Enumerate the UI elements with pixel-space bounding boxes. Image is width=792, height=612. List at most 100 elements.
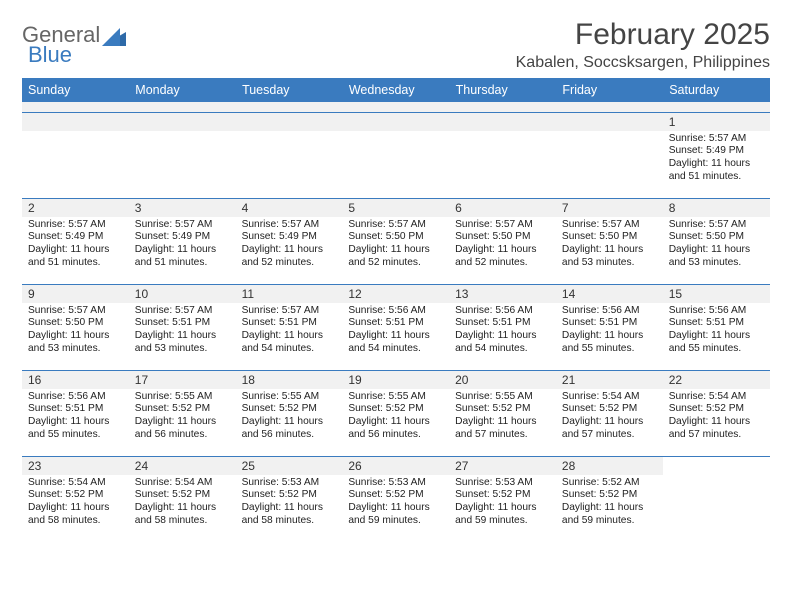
day-sunrise: Sunrise: 5:54 AM (669, 391, 764, 404)
day-details: Sunrise: 5:53 AMSunset: 5:52 PMDaylight:… (449, 475, 556, 532)
day-daylight1: Daylight: 11 hours (135, 330, 230, 343)
day-details: Sunrise: 5:55 AMSunset: 5:52 PMDaylight:… (449, 389, 556, 446)
calendar-cell: 15Sunrise: 5:56 AMSunset: 5:51 PMDayligh… (663, 284, 770, 370)
day-sunrise: Sunrise: 5:57 AM (135, 219, 230, 232)
day-sunrise: Sunrise: 5:56 AM (348, 305, 443, 318)
calendar-cell: 16Sunrise: 5:56 AMSunset: 5:51 PMDayligh… (22, 370, 129, 456)
day-daylight1: Daylight: 11 hours (348, 244, 443, 257)
day-daylight2: and 52 minutes. (242, 257, 337, 270)
empty-day (129, 113, 236, 131)
calendar-week: 1Sunrise: 5:57 AMSunset: 5:49 PMDaylight… (22, 112, 770, 198)
day-daylight1: Daylight: 11 hours (242, 330, 337, 343)
day-details: Sunrise: 5:53 AMSunset: 5:52 PMDaylight:… (236, 475, 343, 532)
calendar-cell: 21Sunrise: 5:54 AMSunset: 5:52 PMDayligh… (556, 370, 663, 456)
day-sunset: Sunset: 5:50 PM (455, 231, 550, 244)
day-sunset: Sunset: 5:50 PM (562, 231, 657, 244)
day-details: Sunrise: 5:57 AMSunset: 5:50 PMDaylight:… (663, 217, 770, 274)
day-details: Sunrise: 5:55 AMSunset: 5:52 PMDaylight:… (342, 389, 449, 446)
day-sunrise: Sunrise: 5:57 AM (669, 219, 764, 232)
day-number: 7 (556, 199, 663, 217)
day-daylight1: Daylight: 11 hours (348, 330, 443, 343)
day-sunrise: Sunrise: 5:53 AM (455, 477, 550, 490)
day-details: Sunrise: 5:56 AMSunset: 5:51 PMDaylight:… (22, 389, 129, 446)
calendar-cell: 4Sunrise: 5:57 AMSunset: 5:49 PMDaylight… (236, 198, 343, 284)
day-sunset: Sunset: 5:50 PM (669, 231, 764, 244)
day-daylight2: and 56 minutes. (242, 429, 337, 442)
location-subtitle: Kabalen, Soccsksargen, Philippines (516, 54, 770, 72)
day-daylight1: Daylight: 11 hours (562, 502, 657, 515)
day-number: 22 (663, 371, 770, 389)
day-sunrise: Sunrise: 5:57 AM (28, 219, 123, 232)
day-sunrise: Sunrise: 5:53 AM (348, 477, 443, 490)
day-sunrise: Sunrise: 5:53 AM (242, 477, 337, 490)
col-saturday: Saturday (663, 78, 770, 102)
day-number: 16 (22, 371, 129, 389)
col-sunday: Sunday (22, 78, 129, 102)
day-daylight1: Daylight: 11 hours (348, 502, 443, 515)
day-daylight1: Daylight: 11 hours (562, 244, 657, 257)
day-sunset: Sunset: 5:52 PM (669, 403, 764, 416)
day-sunrise: Sunrise: 5:56 AM (562, 305, 657, 318)
calendar-body: 1Sunrise: 5:57 AMSunset: 5:49 PMDaylight… (22, 102, 770, 542)
day-details: Sunrise: 5:56 AMSunset: 5:51 PMDaylight:… (663, 303, 770, 360)
day-sunrise: Sunrise: 5:54 AM (28, 477, 123, 490)
day-sunrise: Sunrise: 5:57 AM (669, 133, 764, 146)
day-sunset: Sunset: 5:52 PM (455, 403, 550, 416)
day-daylight1: Daylight: 11 hours (455, 244, 550, 257)
calendar-cell (663, 456, 770, 542)
day-sunrise: Sunrise: 5:57 AM (455, 219, 550, 232)
day-daylight2: and 58 minutes. (135, 515, 230, 528)
day-daylight1: Daylight: 11 hours (669, 158, 764, 171)
day-sunset: Sunset: 5:51 PM (348, 317, 443, 330)
day-sunset: Sunset: 5:49 PM (669, 145, 764, 158)
day-details: Sunrise: 5:57 AMSunset: 5:50 PMDaylight:… (342, 217, 449, 274)
day-daylight1: Daylight: 11 hours (242, 244, 337, 257)
day-sunset: Sunset: 5:51 PM (135, 317, 230, 330)
day-daylight2: and 53 minutes. (135, 343, 230, 356)
day-details: Sunrise: 5:53 AMSunset: 5:52 PMDaylight:… (342, 475, 449, 532)
day-sunrise: Sunrise: 5:57 AM (28, 305, 123, 318)
day-daylight1: Daylight: 11 hours (242, 502, 337, 515)
day-daylight1: Daylight: 11 hours (562, 330, 657, 343)
empty-day (342, 113, 449, 131)
day-sunset: Sunset: 5:49 PM (28, 231, 123, 244)
day-number: 9 (22, 285, 129, 303)
day-sunset: Sunset: 5:52 PM (28, 489, 123, 502)
day-daylight2: and 58 minutes. (242, 515, 337, 528)
day-details: Sunrise: 5:57 AMSunset: 5:49 PMDaylight:… (663, 131, 770, 188)
day-sunrise: Sunrise: 5:57 AM (135, 305, 230, 318)
day-sunset: Sunset: 5:52 PM (135, 489, 230, 502)
day-daylight2: and 51 minutes. (669, 171, 764, 184)
day-daylight2: and 54 minutes. (455, 343, 550, 356)
day-number: 10 (129, 285, 236, 303)
calendar-cell: 2Sunrise: 5:57 AMSunset: 5:49 PMDaylight… (22, 198, 129, 284)
day-details: Sunrise: 5:57 AMSunset: 5:49 PMDaylight:… (22, 217, 129, 274)
day-daylight2: and 51 minutes. (135, 257, 230, 270)
day-sunrise: Sunrise: 5:55 AM (455, 391, 550, 404)
title-block: February 2025 Kabalen, Soccsksargen, Phi… (516, 18, 770, 72)
calendar-week: 2Sunrise: 5:57 AMSunset: 5:49 PMDaylight… (22, 198, 770, 284)
calendar-cell: 24Sunrise: 5:54 AMSunset: 5:52 PMDayligh… (129, 456, 236, 542)
day-daylight2: and 52 minutes. (348, 257, 443, 270)
day-sunset: Sunset: 5:52 PM (242, 489, 337, 502)
day-sunrise: Sunrise: 5:55 AM (135, 391, 230, 404)
day-daylight2: and 53 minutes. (669, 257, 764, 270)
day-daylight1: Daylight: 11 hours (28, 330, 123, 343)
calendar-cell: 8Sunrise: 5:57 AMSunset: 5:50 PMDaylight… (663, 198, 770, 284)
day-daylight1: Daylight: 11 hours (28, 244, 123, 257)
day-details: Sunrise: 5:57 AMSunset: 5:50 PMDaylight:… (22, 303, 129, 360)
day-number: 14 (556, 285, 663, 303)
day-sunrise: Sunrise: 5:57 AM (242, 305, 337, 318)
calendar-cell: 19Sunrise: 5:55 AMSunset: 5:52 PMDayligh… (342, 370, 449, 456)
day-sunrise: Sunrise: 5:54 AM (135, 477, 230, 490)
day-number: 27 (449, 457, 556, 475)
day-daylight2: and 59 minutes. (348, 515, 443, 528)
day-details: Sunrise: 5:54 AMSunset: 5:52 PMDaylight:… (663, 389, 770, 446)
day-details: Sunrise: 5:57 AMSunset: 5:51 PMDaylight:… (129, 303, 236, 360)
day-daylight1: Daylight: 11 hours (562, 416, 657, 429)
calendar-cell: 13Sunrise: 5:56 AMSunset: 5:51 PMDayligh… (449, 284, 556, 370)
triangle-icon (102, 26, 126, 44)
day-details: Sunrise: 5:57 AMSunset: 5:49 PMDaylight:… (129, 217, 236, 274)
day-daylight2: and 59 minutes. (455, 515, 550, 528)
day-sunrise: Sunrise: 5:52 AM (562, 477, 657, 490)
